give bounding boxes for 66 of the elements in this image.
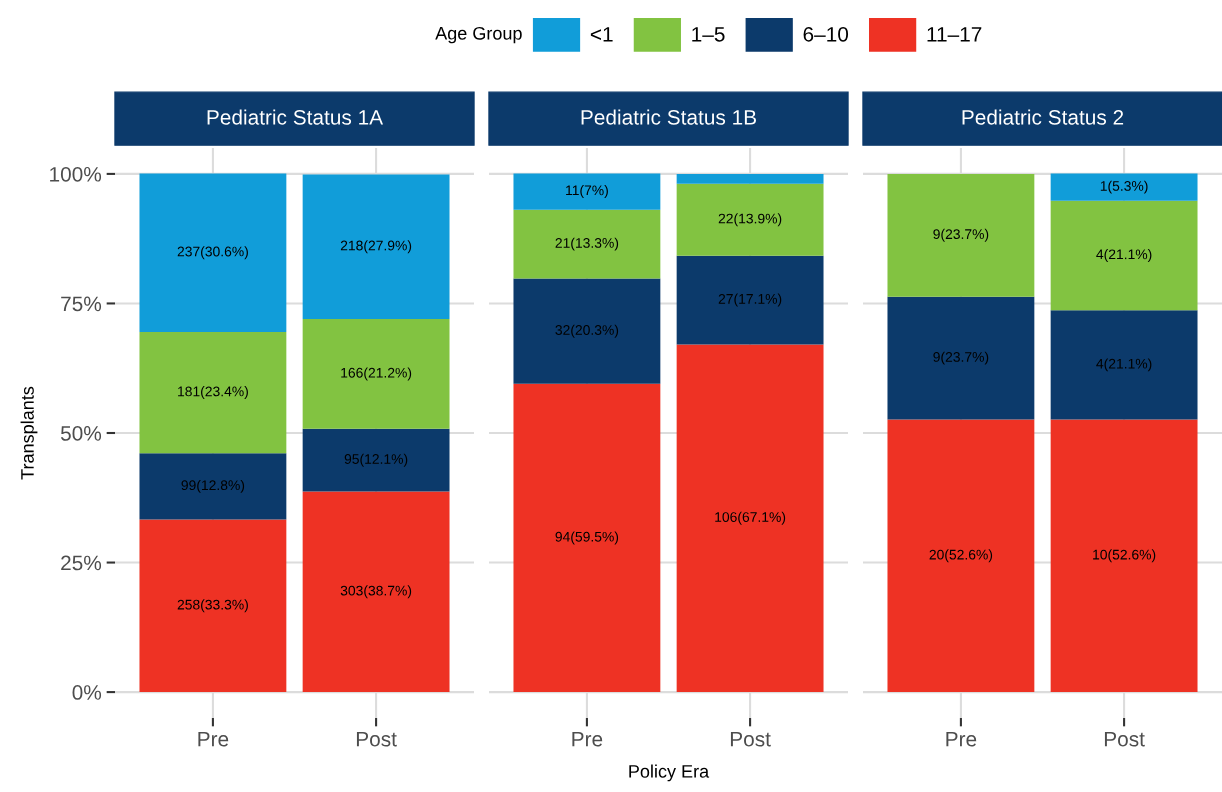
data-label: 4(21.1%) <box>1096 249 1152 262</box>
bar <box>513 209 661 279</box>
x-tick-label: Post <box>356 731 397 747</box>
bar <box>887 173 1035 297</box>
x-tick-label: Pre <box>946 731 977 747</box>
data-label: 20(52.6%) <box>929 549 993 563</box>
bar <box>139 519 287 693</box>
x-tick-label: Post <box>1104 731 1145 747</box>
chart-title: Pediatric Status 1B <box>581 109 756 125</box>
x-tick-label: Pre <box>198 731 229 747</box>
bar <box>139 331 287 454</box>
data-label: 1(5.3%) <box>1100 180 1148 194</box>
bar <box>302 319 450 429</box>
data-label: 181(23.4%) <box>178 386 248 400</box>
data-label: 22(13.9%) <box>718 213 782 227</box>
data-label: 303(38.7%) <box>340 585 412 599</box>
bar <box>1050 173 1198 201</box>
legend-title: Age Group <box>435 26 522 44</box>
data-label: 94(59.5%) <box>555 531 619 545</box>
bar <box>302 174 450 319</box>
x-tick-label: Pre <box>572 731 603 747</box>
y-tick-label: 0% <box>72 685 102 700</box>
chart-title: Pediatric Status 1A <box>207 109 384 125</box>
data-label: 237(30.6%) <box>177 246 248 260</box>
x-axis-title: Policy Era <box>629 764 710 782</box>
bar <box>676 344 824 693</box>
data-label: 9(23.7%) <box>933 228 989 242</box>
legend-label: 1–5 <box>692 27 725 42</box>
data-label: 10(52.6%) <box>1093 549 1156 563</box>
data-label: 166(21.2%) <box>341 367 412 381</box>
bar <box>302 491 450 693</box>
y-tick-label: 75% <box>61 296 102 312</box>
bar <box>139 173 287 332</box>
legend-label: <1 <box>590 27 613 42</box>
data-label: 95(12.1%) <box>344 453 408 467</box>
data-label: 4(21.1%) <box>1096 358 1152 372</box>
bar <box>676 173 824 184</box>
bar <box>302 428 450 492</box>
data-label: 32(20.3%) <box>555 324 619 338</box>
data-label: 218(27.9%) <box>340 240 412 254</box>
data-label: 11(7%) <box>566 185 608 198</box>
data-label: 106(67.1%) <box>715 511 786 525</box>
bar <box>887 419 1035 693</box>
bar <box>676 255 824 345</box>
y-axis-title: Transplants <box>20 386 38 480</box>
y-tick-label: 50% <box>60 426 102 441</box>
legend-label: 11–17 <box>927 27 982 42</box>
y-tick-label: 100% <box>50 166 102 182</box>
data-label: 27(17.1%) <box>718 293 782 307</box>
data-label: 99(12.8%) <box>181 479 245 493</box>
data-label: 21(13.3%) <box>555 237 619 251</box>
data-label: 258(33.3%) <box>177 599 248 613</box>
bar <box>513 278 661 384</box>
y-tick-label: 25% <box>61 555 102 571</box>
legend-label: 6–10 <box>803 26 849 42</box>
x-tick-label: Post <box>730 731 771 747</box>
bar <box>1050 200 1198 311</box>
bar <box>1050 419 1198 693</box>
bar <box>139 453 287 520</box>
bar <box>1050 310 1198 420</box>
bar <box>887 296 1035 420</box>
chart-title: Pediatric Status 2 <box>962 109 1124 125</box>
bar <box>513 383 661 693</box>
bar <box>676 183 824 256</box>
bar <box>513 173 661 210</box>
data-label: 9(23.7%) <box>933 351 989 365</box>
